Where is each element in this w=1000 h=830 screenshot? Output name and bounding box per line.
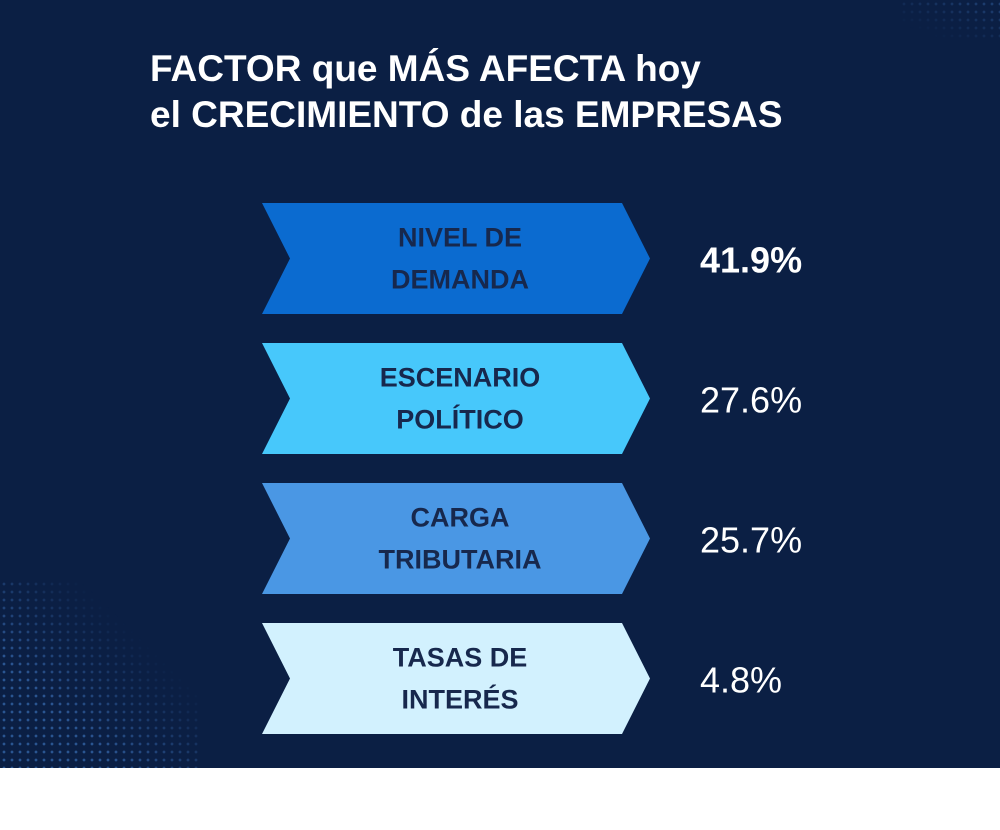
category-label-1: NIVEL DE DEMANDA — [391, 223, 529, 295]
infographic-panel: FACTOR que MÁS AFECTA hoy el CRECIMIENTO… — [0, 0, 1000, 768]
category-label-3: CARGA TRIBUTARIA — [379, 503, 542, 575]
bar-group-2: ESCENARIO POLÍTICO 27.6% — [262, 343, 802, 454]
category-label-2: ESCENARIO POLÍTICO — [380, 363, 541, 435]
chevron-bar-2 — [262, 343, 650, 454]
bottom-white-strip — [0, 768, 1000, 830]
category-label-4: TASAS DE INTERÉS — [393, 643, 528, 715]
chevron-bar-1 — [262, 203, 650, 314]
chart-title-line-1: FACTOR que MÁS AFECTA hoy — [150, 48, 701, 89]
chart-area: NIVEL DE DEMANDA 41.9% ESCENARIO POLÍTICO 27.… — [262, 203, 802, 734]
value-label-3: 25.7% — [700, 520, 802, 561]
bar-group-1: NIVEL DE DEMANDA 41.9% — [262, 203, 802, 314]
value-label-2: 27.6% — [700, 380, 802, 421]
chevron-bar-3 — [262, 483, 650, 594]
decorative-dot-pattern — [0, 580, 200, 768]
chevron-bar-4 — [262, 623, 650, 734]
value-label-4: 4.8% — [700, 660, 782, 701]
bar-group-4: TASAS DE INTERÉS 4.8% — [262, 623, 782, 734]
chart-title-line-2: el CRECIMIENTO de las EMPRESAS — [150, 94, 783, 135]
chart-title: FACTOR que MÁS AFECTA hoy el CRECIMIENTO… — [150, 46, 950, 138]
decorative-dot-pattern-top — [900, 0, 1000, 40]
value-label-1: 41.9% — [700, 240, 802, 281]
bar-group-3: CARGA TRIBUTARIA 25.7% — [262, 483, 802, 594]
